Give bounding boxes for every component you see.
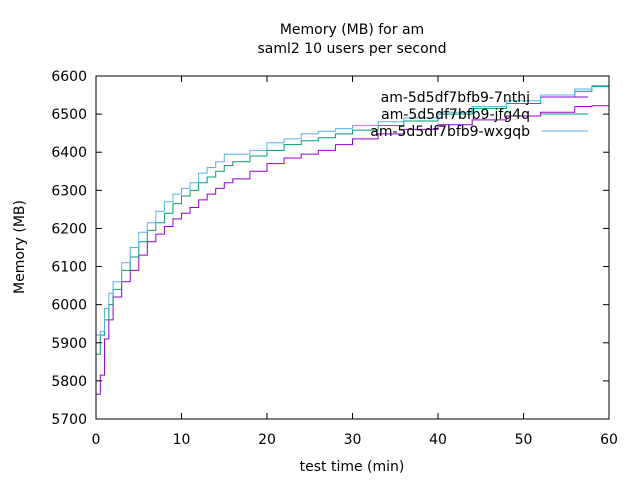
series-line-3 bbox=[96, 84, 610, 336]
plot-frame bbox=[95, 75, 610, 420]
y-tick-label: 5700 bbox=[51, 412, 87, 428]
series-line-1 bbox=[96, 105, 610, 395]
y-tick-label: 6100 bbox=[51, 260, 87, 276]
x-tick-label: 30 bbox=[344, 432, 362, 448]
chart-subtitle: saml2 10 users per second bbox=[258, 41, 447, 57]
y-tick-label: 6400 bbox=[51, 145, 87, 161]
x-tick-label: 10 bbox=[173, 432, 191, 448]
legend-label-2: am-5d5df7bfb9-jfg4q bbox=[381, 107, 530, 123]
series-line-2 bbox=[96, 85, 610, 355]
y-tick-label: 6600 bbox=[51, 69, 87, 85]
legend-label-1: am-5d5df7bfb9-7nthj bbox=[381, 90, 530, 106]
x-tick-label: 60 bbox=[600, 432, 618, 448]
y-tick-label: 5800 bbox=[51, 374, 87, 390]
x-tick-label: 50 bbox=[515, 432, 533, 448]
y-tick-label: 6200 bbox=[51, 221, 87, 237]
x-tick-label: 40 bbox=[429, 432, 447, 448]
chart-title: Memory (MB) for am bbox=[280, 22, 424, 38]
x-axis-label: test time (min) bbox=[300, 459, 405, 475]
y-tick-label: 6500 bbox=[51, 107, 87, 123]
y-tick-label: 6000 bbox=[51, 298, 87, 314]
x-tick-label: 20 bbox=[258, 432, 276, 448]
y-tick-label: 5900 bbox=[51, 336, 87, 352]
series-layer bbox=[96, 84, 610, 395]
x-tick-label: 0 bbox=[92, 432, 101, 448]
legend: am-5d5df7bfb9-7nthjam-5d5df7bfb9-jfg4qam… bbox=[370, 90, 588, 140]
y-axis-label: Memory (MB) bbox=[12, 200, 28, 294]
legend-label-3: am-5d5df7bfb9-wxgqb bbox=[370, 124, 530, 140]
tick-layer: 0 10 20 30 40 50 60 5700 5800 5900 6000 6100 6200 630… bbox=[51, 69, 618, 448]
y-tick-label: 6300 bbox=[51, 183, 87, 199]
